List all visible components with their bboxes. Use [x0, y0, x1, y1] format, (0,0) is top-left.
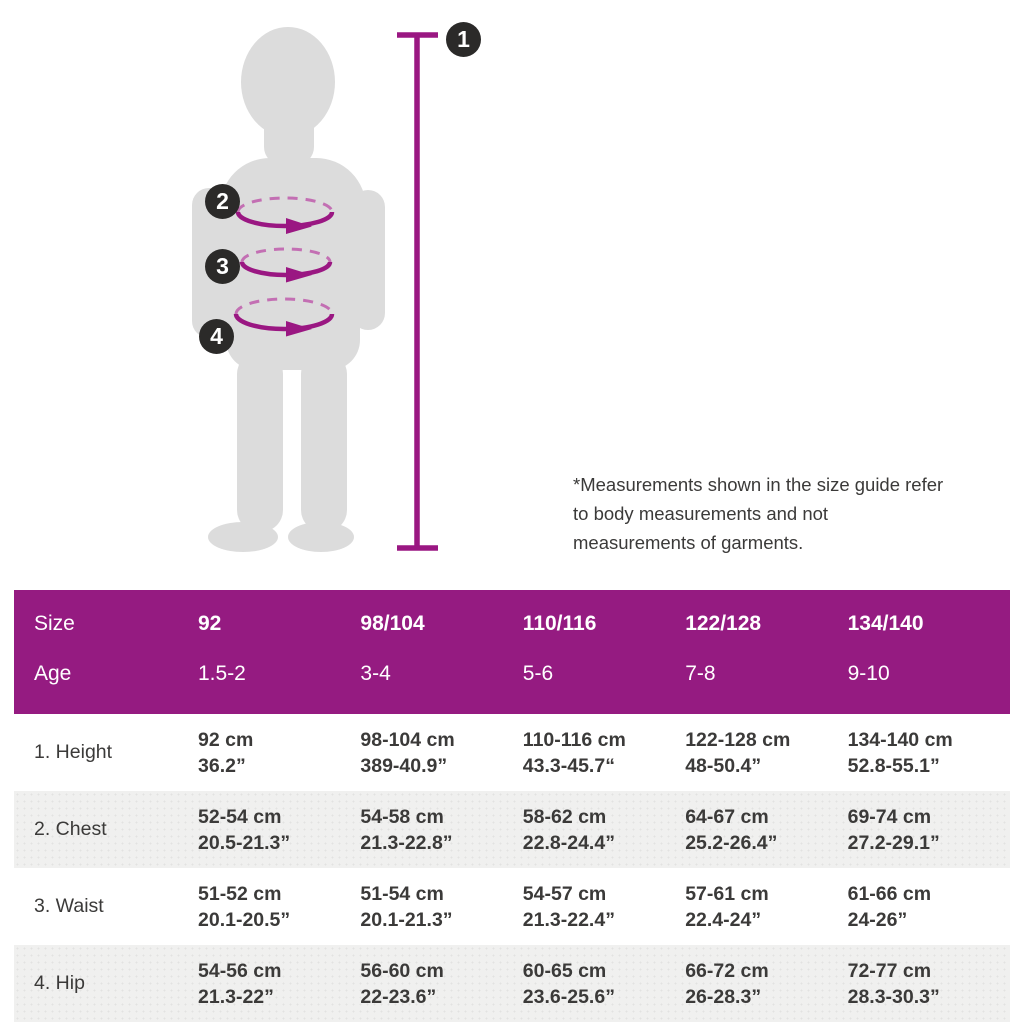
- measurement-cell: 51-52 cm 20.1-20.5”: [198, 881, 360, 933]
- value-inch: 20.5-21.3”: [198, 831, 291, 854]
- height-ruler: [397, 32, 438, 551]
- value-inch: 24-26”: [847, 908, 908, 931]
- measurement-cell: 61-66 cm 24-26”: [848, 881, 1010, 933]
- age-col-header: 5-6: [522, 662, 554, 685]
- value-inch: 21.3-22.4”: [522, 908, 615, 931]
- measurement-cell: 134-140 cm 52.8-55.1”: [848, 727, 1010, 779]
- waist-measure-band: [239, 247, 333, 283]
- age-header-row: Age 1.5-2 3-4 5-6 7-8 9-10: [14, 654, 1010, 694]
- measurement-cell: 54-57 cm 21.3-22.4”: [523, 881, 685, 933]
- value-cm: 66-72 cm: [685, 959, 769, 982]
- marker-1-height: 1: [446, 22, 481, 57]
- table-row: 1. Height 92 cm 36.2” 98-104 cm 389-40.9” 110…: [14, 714, 1010, 791]
- value-cm: 51-52 cm: [198, 882, 282, 905]
- age-col-header: 9-10: [847, 662, 890, 685]
- child-silhouette: [192, 27, 385, 552]
- hip-measure-band: [233, 297, 335, 337]
- value-cm: 92 cm: [198, 728, 254, 751]
- marker-4-hip: 4: [199, 319, 234, 354]
- value-inch: 23.6-25.6”: [522, 985, 615, 1008]
- size-col-header: 110/116: [522, 612, 597, 635]
- row-label: 2. Chest: [34, 818, 107, 840]
- value-cm: 72-77 cm: [847, 959, 932, 982]
- size-table: Size 92 98/104 110/116 122/128 134/140 A…: [14, 590, 1010, 1022]
- value-cm: 61-66 cm: [847, 882, 932, 905]
- value-inch: 27.2-29.1”: [847, 831, 940, 854]
- value-inch: 22.8-24.4”: [522, 831, 615, 854]
- row-label: 4. Hip: [34, 972, 85, 994]
- age-col-header: 3-4: [360, 662, 391, 685]
- value-cm: 51-54 cm: [360, 882, 444, 905]
- measurement-cell: 92 cm 36.2”: [198, 727, 360, 779]
- measurement-cell: 54-58 cm 21.3-22.8”: [360, 804, 522, 856]
- value-inch: 20.1-21.3”: [360, 908, 453, 931]
- table-row: 3. Waist 51-52 cm 20.1-20.5” 51-54 cm 20.1-2…: [14, 868, 1010, 945]
- value-cm: 69-74 cm: [847, 805, 932, 828]
- value-inch: 25.2-26.4”: [685, 831, 778, 854]
- measurement-cell: 110-116 cm 43.3-45.7“: [523, 727, 685, 779]
- age-col-header: 1.5-2: [198, 662, 246, 685]
- measurement-cell: 64-67 cm 25.2-26.4”: [685, 804, 847, 856]
- measurement-cell: 58-62 cm 22.8-24.4”: [523, 804, 685, 856]
- value-cm: 58-62 cm: [522, 805, 607, 828]
- measurement-cell: 57-61 cm 22.4-24”: [685, 881, 847, 933]
- measurement-cell: 51-54 cm 20.1-21.3”: [360, 881, 522, 933]
- value-inch: 28.3-30.3”: [847, 985, 940, 1008]
- value-inch: 389-40.9”: [360, 754, 448, 777]
- measurement-cell: 122-128 cm 48-50.4”: [685, 727, 847, 779]
- measurement-cell: 69-74 cm 27.2-29.1”: [848, 804, 1010, 856]
- table-row: 4. Hip 54-56 cm 21.3-22” 56-60 cm 22-23.6” 60…: [14, 945, 1010, 1022]
- value-cm: 64-67 cm: [685, 805, 769, 828]
- row-label: 3. Waist: [34, 895, 104, 917]
- measurement-cell: 98-104 cm 389-40.9”: [360, 727, 522, 779]
- marker-2-chest: 2: [205, 184, 240, 219]
- value-cm: 54-56 cm: [198, 959, 282, 982]
- value-inch: 48-50.4”: [685, 754, 762, 777]
- measurement-cell: 56-60 cm 22-23.6”: [360, 958, 522, 1010]
- value-cm: 110-116 cm: [522, 728, 626, 751]
- value-inch: 52.8-55.1”: [847, 754, 940, 777]
- value-cm: 57-61 cm: [685, 882, 769, 905]
- child-silhouette-illustration: [192, 27, 438, 552]
- size-table-body: 1. Height 92 cm 36.2” 98-104 cm 389-40.9” 110…: [14, 714, 1010, 1022]
- value-inch: 26-28.3”: [685, 985, 762, 1008]
- measurement-cell: 72-77 cm 28.3-30.3”: [848, 958, 1010, 1010]
- age-header-label: Age: [34, 662, 72, 685]
- measurement-cell: 52-54 cm 20.5-21.3”: [198, 804, 360, 856]
- size-header-label: Size: [34, 612, 75, 635]
- size-col-header: 122/128: [685, 612, 762, 635]
- value-inch: 20.1-20.5”: [198, 908, 291, 931]
- value-cm: 54-58 cm: [360, 805, 444, 828]
- value-inch: 21.3-22”: [198, 985, 274, 1008]
- size-table-header: Size 92 98/104 110/116 122/128 134/140 A…: [14, 590, 1010, 714]
- value-cm: 60-65 cm: [522, 959, 607, 982]
- value-cm: 98-104 cm: [360, 728, 455, 751]
- size-col-header: 98/104: [360, 612, 425, 635]
- size-col-header: 92: [198, 612, 222, 635]
- size-col-header: 134/140: [847, 612, 924, 635]
- value-cm: 56-60 cm: [360, 959, 444, 982]
- value-cm: 122-128 cm: [685, 728, 791, 751]
- value-inch: 22-23.6”: [360, 985, 437, 1008]
- table-row: 2. Chest 52-54 cm 20.5-21.3” 54-58 cm 21.3-2…: [14, 791, 1010, 868]
- value-inch: 43.3-45.7“: [522, 754, 615, 777]
- value-inch: 21.3-22.8”: [360, 831, 453, 854]
- measurement-note: *Measurements shown in the size guide re…: [573, 474, 944, 553]
- measurement-cell: 60-65 cm 23.6-25.6”: [523, 958, 685, 1010]
- chest-measure-band: [235, 196, 335, 234]
- value-inch: 36.2”: [198, 754, 246, 777]
- value-cm: 52-54 cm: [198, 805, 282, 828]
- size-guide-figure: 1 2 3 4 *Measurements shown in the size …: [192, 22, 944, 553]
- age-col-header: 7-8: [685, 662, 716, 685]
- value-cm: 134-140 cm: [847, 728, 953, 751]
- marker-3-waist: 3: [205, 249, 240, 284]
- size-header-row: Size 92 98/104 110/116 122/128 134/140: [14, 604, 1010, 644]
- value-cm: 54-57 cm: [522, 882, 607, 905]
- measurement-cell: 54-56 cm 21.3-22”: [198, 958, 360, 1010]
- measurement-cell: 66-72 cm 26-28.3”: [685, 958, 847, 1010]
- value-inch: 22.4-24”: [685, 908, 762, 931]
- row-label: 1. Height: [34, 741, 113, 763]
